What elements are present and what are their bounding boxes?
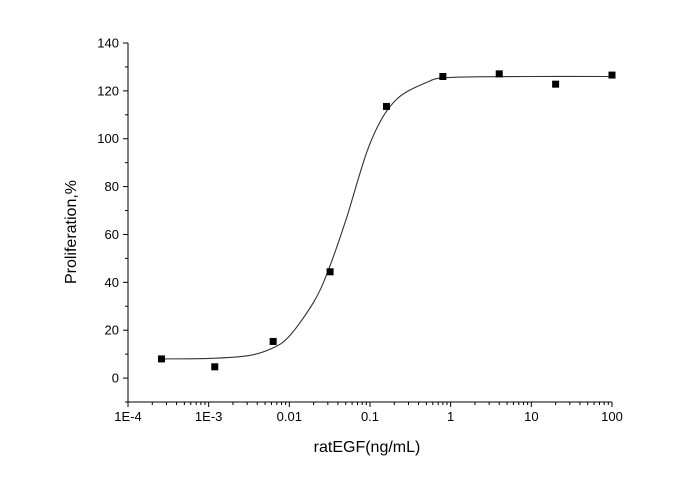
x-tick-label: 1E-3 — [195, 409, 222, 424]
x-tick-label: 1 — [447, 409, 454, 424]
x-tick-label: 10 — [524, 409, 538, 424]
y-axis-title: Proliferation,% — [63, 180, 80, 284]
x-tick-label: 100 — [601, 409, 623, 424]
fit-curve-layer — [161, 75, 613, 360]
y-tick-label: 80 — [105, 179, 119, 194]
x-tick-label: 0.01 — [277, 409, 302, 424]
y-tick-label: 40 — [105, 275, 119, 290]
axes: 0 20 40 60 80 100 120 140 1E-4 1E-3 0.01 0.1 1 10 100 — [97, 36, 623, 425]
y-tick-label: 20 — [105, 323, 119, 338]
data-point — [495, 70, 503, 78]
data-point — [211, 363, 219, 371]
fit-curve — [161, 75, 613, 360]
data-point — [608, 71, 616, 79]
y-tick-label: 0 — [112, 371, 119, 386]
data-point — [157, 355, 165, 363]
data-points-layer — [157, 70, 616, 371]
data-point — [552, 80, 560, 88]
x-axis-title: ratEGF(ng/mL) — [314, 439, 421, 456]
y-tick-label: 120 — [97, 83, 119, 98]
x-tick-label: 1E-4 — [114, 409, 141, 424]
y-tick-label: 100 — [97, 131, 119, 146]
y-tick-label: 60 — [105, 227, 119, 242]
x-tick-label: 0.1 — [361, 409, 379, 424]
y-tick-label: 140 — [97, 36, 119, 51]
data-point — [269, 337, 277, 345]
data-point — [382, 102, 390, 110]
data-point — [326, 268, 334, 276]
data-point — [439, 73, 447, 81]
